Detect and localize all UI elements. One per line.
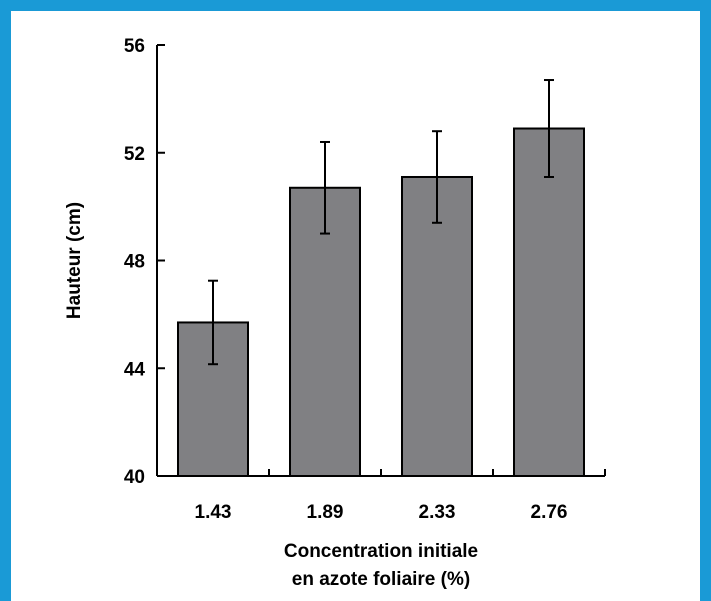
y-tick-label: 40: [124, 467, 145, 488]
x-axis-title-line-2: en azote foliaire (%): [292, 569, 470, 590]
error-bars-group: [208, 79, 554, 366]
y-ticks-group: 40 44 48 52 56: [124, 36, 165, 488]
x-tick-label: 1.43: [195, 502, 232, 523]
bars-group: [177, 127, 585, 478]
bar: [513, 127, 585, 477]
y-tick-label: 56: [124, 36, 145, 57]
x-tick-label: 2.33: [419, 502, 456, 523]
x-ticks-group: 1.43 1.89 2.33 2.76: [156, 469, 606, 523]
bar: [289, 186, 361, 478]
y-tick-label: 52: [124, 144, 145, 165]
x-axis-title-line-1: Concentration initiale: [284, 541, 478, 562]
y-axis-title: Hauteur (cm): [64, 202, 85, 319]
x-tick-label: 2.76: [531, 502, 568, 523]
x-tick-label: 1.89: [307, 502, 344, 523]
y-tick-label: 44: [124, 359, 146, 380]
y-tick-label: 48: [124, 252, 145, 273]
